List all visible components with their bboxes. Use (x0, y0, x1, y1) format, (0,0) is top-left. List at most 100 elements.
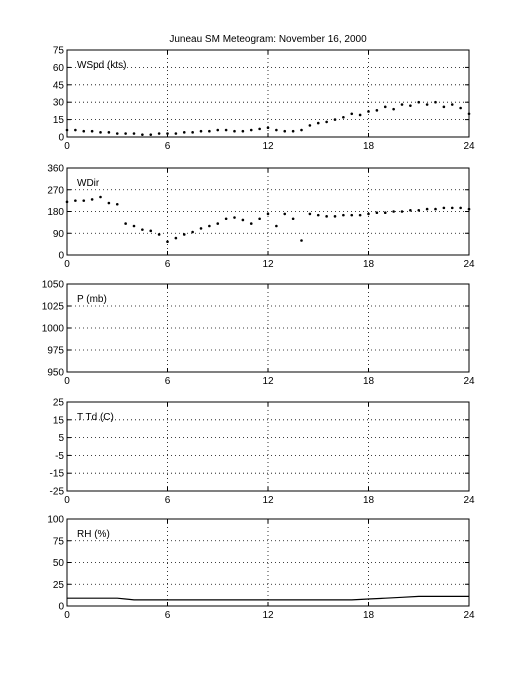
wdir-point (467, 207, 471, 211)
wspd-ytick-label: 15 (53, 115, 65, 126)
wdir-point (283, 212, 287, 216)
wdir-point (182, 233, 186, 236)
wspd-ytick-label: 60 (53, 63, 65, 74)
pressure-ytick-label: 975 (47, 346, 64, 357)
wspd-point (266, 126, 270, 130)
wdir-point (74, 199, 77, 202)
wspd-point (350, 112, 354, 116)
wdir-point (65, 200, 69, 204)
wspd-point (342, 115, 345, 119)
wspd-point (450, 103, 454, 106)
wspd-point (375, 109, 379, 112)
pressure-xtick-label: 12 (262, 376, 274, 387)
wdir-panel: 0 90 180 270 360 0 6 12 18 24 WDir (47, 164, 475, 271)
wspd-point (182, 131, 186, 134)
wspd-point (442, 105, 446, 109)
rh-label: RH (%) (77, 529, 110, 540)
rh-ytick-label: 50 (53, 558, 65, 569)
wspd-ytick-label: 45 (53, 80, 65, 91)
wdir-point (400, 210, 404, 213)
temperature-xtick-label: 24 (463, 495, 475, 506)
rh-ytick-label: 100 (47, 515, 64, 526)
wdir-point (342, 213, 345, 217)
wdir-point (300, 239, 303, 242)
wdir-point (358, 213, 362, 217)
wdir-point (99, 195, 102, 199)
wdir-point (375, 211, 379, 215)
wspd-point (434, 100, 437, 104)
wspd-point (90, 129, 94, 133)
wdir-ytick-label: 90 (53, 229, 65, 240)
pressure-xtick-label: 6 (165, 376, 171, 387)
wdir-point (425, 207, 429, 211)
temperature-ytick-label: 15 (53, 415, 65, 426)
wspd-point (199, 129, 203, 133)
wspd-point (425, 103, 429, 106)
wdir-label: WDir (77, 178, 100, 189)
wdir-xtick-label: 24 (463, 259, 475, 270)
wspd-label: WSpd (kts) (77, 60, 126, 71)
wspd-panel: 0 15 30 45 60 75 0 6 12 18 24 WSpd (kts) (53, 46, 475, 153)
rh-xtick-label: 6 (165, 610, 171, 621)
wdir-point (308, 212, 312, 216)
wspd-ytick-label: 30 (53, 98, 65, 109)
wspd-point (107, 131, 111, 134)
wspd-point (258, 127, 261, 131)
wdir-point (350, 213, 354, 217)
wdir-point (409, 208, 412, 212)
wdir-point (291, 217, 295, 221)
pressure-xtick-label: 24 (463, 376, 475, 387)
rh-xtick-label: 24 (463, 610, 475, 621)
wspd-point (174, 132, 178, 135)
wspd-point (300, 128, 303, 132)
wdir-point (333, 215, 337, 218)
wspd-point (166, 132, 169, 135)
wdir-point (132, 224, 136, 228)
wspd-point (383, 105, 387, 109)
wspd-point (141, 133, 144, 136)
wspd-xtick-label: 0 (64, 141, 70, 152)
wspd-axes-box (66, 49, 470, 138)
wspd-point (233, 129, 236, 133)
temperature-ytick-label: 5 (58, 433, 64, 444)
wspd-point (82, 129, 86, 133)
pressure-ytick-label: 1050 (42, 280, 65, 291)
wspd-point (249, 128, 253, 132)
wdir-ytick-label: 0 (58, 251, 64, 262)
wspd-point (400, 103, 404, 106)
wspd-point (358, 113, 362, 117)
wdir-xtick-label: 12 (262, 259, 274, 270)
wdir-point (233, 216, 236, 219)
wspd-point (409, 104, 412, 107)
wdir-point (115, 202, 119, 206)
wdir-xtick-label: 18 (363, 259, 375, 270)
rh-xtick-label: 12 (262, 610, 274, 621)
wspd-point (316, 121, 320, 125)
wspd-point (115, 132, 119, 135)
rh-ytick-label: 75 (53, 536, 65, 547)
temperature-panel: -25 -15 -5 5 15 25 0 6 12 18 24 T Td (C) (50, 398, 475, 507)
wdir-point (199, 227, 203, 230)
wdir-point (417, 208, 421, 212)
wdir-point (434, 207, 437, 211)
wspd-xtick-label: 24 (463, 141, 475, 152)
wspd-point (333, 118, 337, 121)
wdir-point (258, 217, 261, 221)
wspd-point (149, 133, 153, 136)
figure-title: Juneau SM Meteogram: November 16, 2000 (169, 34, 367, 45)
wdir-point (141, 228, 144, 231)
wdir-point (442, 206, 446, 210)
wdir-point (124, 222, 127, 225)
temperature-xtick-label: 6 (165, 495, 171, 506)
wspd-point (459, 106, 462, 110)
wdir-point (367, 212, 370, 216)
temperature-xtick-label: 18 (363, 495, 375, 506)
wspd-point (417, 100, 421, 104)
wdir-point (157, 233, 161, 236)
temperature-ytick-label: 25 (53, 398, 65, 409)
wdir-point (450, 206, 454, 210)
wdir-point (166, 240, 169, 244)
temperature-ytick-label: -15 (50, 469, 65, 480)
wspd-point (467, 112, 471, 116)
